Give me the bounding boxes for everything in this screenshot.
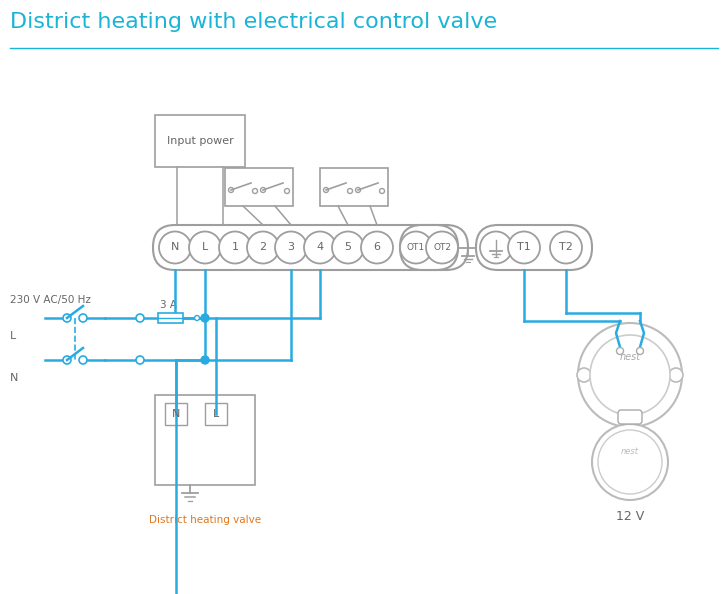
- Circle shape: [304, 232, 336, 264]
- Circle shape: [253, 188, 258, 194]
- Circle shape: [480, 232, 512, 264]
- FancyBboxPatch shape: [155, 115, 245, 167]
- Circle shape: [63, 314, 71, 322]
- Circle shape: [355, 188, 360, 192]
- Text: 2: 2: [259, 242, 266, 252]
- Text: 3 A: 3 A: [160, 300, 177, 310]
- Text: 6: 6: [373, 242, 381, 252]
- Circle shape: [426, 232, 458, 264]
- Circle shape: [219, 232, 251, 264]
- Circle shape: [275, 232, 307, 264]
- Circle shape: [379, 188, 384, 194]
- Circle shape: [400, 232, 432, 264]
- Circle shape: [261, 188, 266, 192]
- Text: T2: T2: [559, 242, 573, 252]
- Text: OT2: OT2: [433, 243, 451, 252]
- Circle shape: [63, 356, 71, 364]
- Circle shape: [285, 188, 290, 194]
- Circle shape: [247, 232, 279, 264]
- FancyBboxPatch shape: [205, 403, 227, 425]
- Circle shape: [194, 315, 199, 321]
- Circle shape: [617, 347, 623, 355]
- Circle shape: [136, 356, 144, 364]
- Text: 12 V: 12 V: [616, 510, 644, 523]
- Text: OT1: OT1: [407, 243, 425, 252]
- Circle shape: [592, 424, 668, 500]
- Circle shape: [136, 314, 144, 322]
- FancyBboxPatch shape: [320, 168, 388, 206]
- Circle shape: [79, 356, 87, 364]
- Circle shape: [590, 335, 670, 415]
- Text: 1: 1: [232, 242, 239, 252]
- Circle shape: [79, 314, 87, 322]
- Text: N: N: [10, 373, 18, 383]
- Text: 230 V AC/50 Hz: 230 V AC/50 Hz: [10, 295, 91, 305]
- Text: nest: nest: [620, 352, 641, 362]
- Text: N: N: [172, 409, 181, 419]
- Circle shape: [550, 232, 582, 264]
- Text: T1: T1: [517, 242, 531, 252]
- Text: 4: 4: [317, 242, 323, 252]
- FancyBboxPatch shape: [155, 395, 255, 485]
- Circle shape: [229, 188, 234, 192]
- FancyBboxPatch shape: [158, 313, 183, 323]
- Circle shape: [598, 430, 662, 494]
- Text: nest: nest: [621, 447, 639, 457]
- Circle shape: [669, 368, 683, 382]
- FancyBboxPatch shape: [165, 403, 187, 425]
- Circle shape: [159, 232, 191, 264]
- Circle shape: [361, 232, 393, 264]
- Text: 3: 3: [288, 242, 295, 252]
- Circle shape: [347, 188, 352, 194]
- Text: 5: 5: [344, 242, 352, 252]
- Text: District heating valve: District heating valve: [149, 515, 261, 525]
- Text: District heating with electrical control valve: District heating with electrical control…: [10, 12, 497, 32]
- FancyBboxPatch shape: [400, 225, 458, 270]
- Circle shape: [577, 368, 591, 382]
- Circle shape: [636, 347, 644, 355]
- Circle shape: [201, 314, 209, 322]
- Circle shape: [323, 188, 328, 192]
- Text: N: N: [171, 242, 179, 252]
- Text: L: L: [10, 331, 16, 341]
- Text: L: L: [213, 409, 219, 419]
- Circle shape: [332, 232, 364, 264]
- Text: L: L: [202, 242, 208, 252]
- Circle shape: [201, 356, 209, 364]
- Circle shape: [189, 232, 221, 264]
- FancyBboxPatch shape: [618, 410, 642, 424]
- FancyBboxPatch shape: [476, 225, 592, 270]
- Text: Input power: Input power: [167, 136, 234, 146]
- FancyBboxPatch shape: [225, 168, 293, 206]
- Circle shape: [578, 323, 682, 427]
- Circle shape: [508, 232, 540, 264]
- FancyBboxPatch shape: [153, 225, 468, 270]
